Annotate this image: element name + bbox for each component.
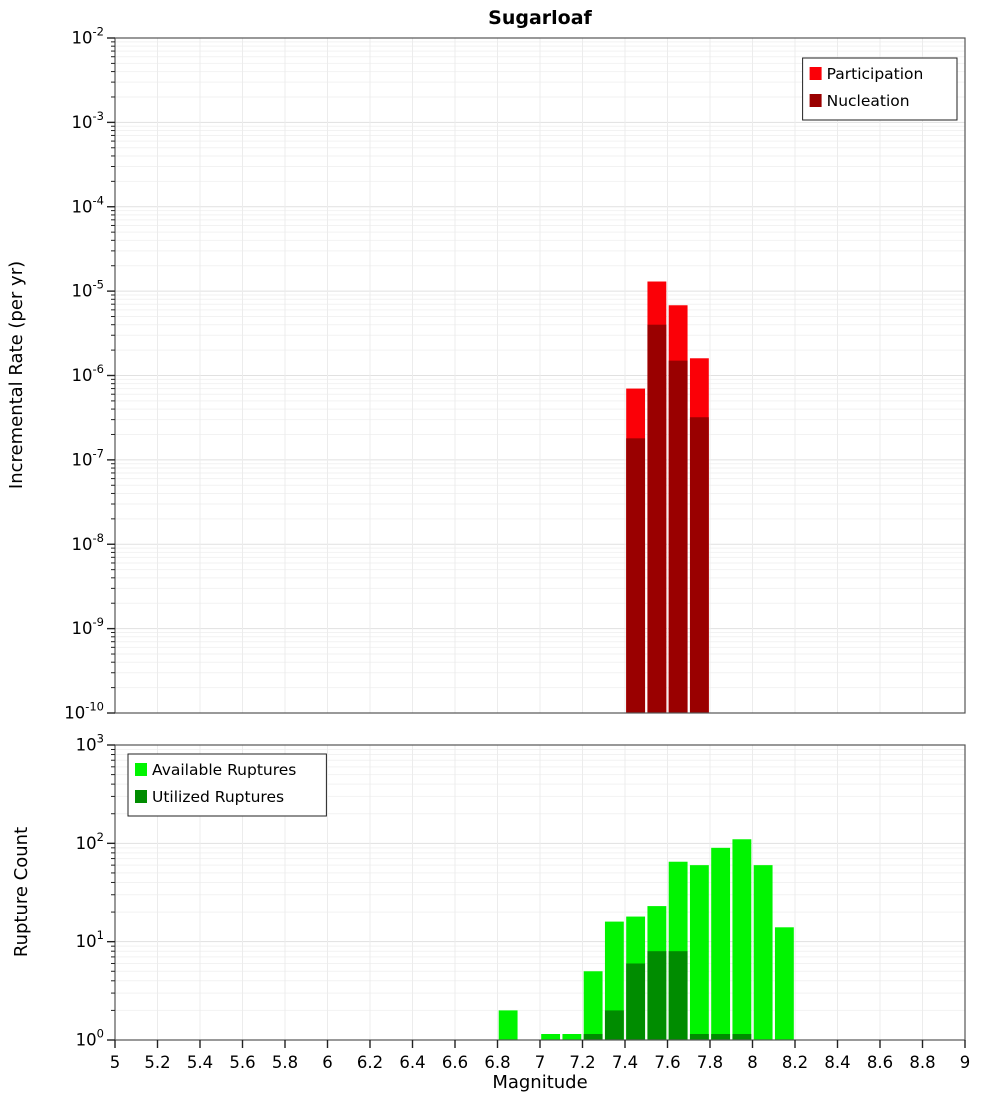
legend-label: Utilized Ruptures xyxy=(152,788,284,806)
x-tick-label: 8 xyxy=(747,1053,758,1072)
x-tick-label: 7.8 xyxy=(697,1053,723,1072)
x-tick-label: 9 xyxy=(960,1053,971,1072)
x-tick-label: 7.4 xyxy=(612,1053,638,1072)
bar-utilized-ruptures xyxy=(626,963,646,1040)
bar-available-ruptures xyxy=(732,839,752,1040)
y-tick-label: 102 xyxy=(76,830,104,853)
bar-utilized-ruptures xyxy=(604,1010,624,1040)
x-tick-label: 8.4 xyxy=(824,1053,850,1072)
bar-available-ruptures xyxy=(541,1034,561,1040)
y-tick-label: 103 xyxy=(76,732,104,755)
legend-label: Participation xyxy=(827,65,924,83)
bar-nucleation xyxy=(689,417,709,713)
legend-box xyxy=(127,753,327,817)
y-tick-label: 10-8 xyxy=(72,531,104,554)
x-tick-label: 6.6 xyxy=(442,1053,468,1072)
x-tick-label: 7.6 xyxy=(654,1053,680,1072)
legend-label: Nucleation xyxy=(827,92,910,110)
x-tick-label: 7.2 xyxy=(569,1053,595,1072)
x-tick-label: 6 xyxy=(322,1053,333,1072)
x-tick-label: 8.8 xyxy=(909,1053,935,1072)
y-tick-label: 10-4 xyxy=(72,193,104,216)
bar-utilized-ruptures xyxy=(689,1034,709,1040)
bar-utilized-ruptures xyxy=(668,951,688,1040)
legend-swatch-utilized-ruptures xyxy=(135,790,147,803)
bar-available-ruptures xyxy=(562,1034,582,1040)
bar-utilized-ruptures xyxy=(647,951,667,1040)
y-tick-label: 10-7 xyxy=(72,446,104,469)
bar-available-ruptures xyxy=(711,847,731,1040)
x-tick-label: 5.6 xyxy=(229,1053,255,1072)
y-tick-label: 101 xyxy=(76,928,104,951)
bar-nucleation xyxy=(647,324,667,713)
legend-box xyxy=(802,57,958,121)
legend-incremental-rate: Participation Nucleation xyxy=(802,57,958,121)
y-tick-label: 10-6 xyxy=(72,362,104,385)
y-tick-label: 10-2 xyxy=(72,25,104,48)
y-tick-label: 10-3 xyxy=(72,109,104,132)
y-axis-label-count: Rupture Count xyxy=(11,827,32,957)
bar-available-ruptures xyxy=(604,921,624,1040)
x-tick-label: 8.6 xyxy=(867,1053,893,1072)
legend-label: Available Ruptures xyxy=(152,761,296,779)
x-tick-label: 5 xyxy=(110,1053,121,1072)
legend-swatch-available-ruptures xyxy=(135,763,147,776)
legend-rupture-count: Available Ruptures Utilized Ruptures xyxy=(127,753,327,817)
y-tick-label: 10-10 xyxy=(64,700,104,723)
legend-swatch-nucleation xyxy=(809,94,822,107)
bar-available-ruptures xyxy=(689,865,709,1040)
plot-rupture-count: 100 101 102 103 5 5.2 5.4 5.6 5.8 6 6.2 6.4 6.6 6.8 7 7… xyxy=(76,732,971,1073)
bar-available-ruptures xyxy=(498,1010,518,1040)
y-tick-label: 100 xyxy=(76,1027,104,1050)
x-tick-label: 7 xyxy=(535,1053,546,1072)
y-axis-label-rate: Incremental Rate (per yr) xyxy=(6,261,27,489)
bar-nucleation xyxy=(668,360,688,713)
bar-utilized-ruptures xyxy=(711,1034,731,1040)
chart-title: Sugarloaf xyxy=(488,7,592,29)
bar-utilized-ruptures xyxy=(732,1034,752,1040)
bar-utilized-ruptures xyxy=(583,1034,603,1040)
bar-available-ruptures xyxy=(774,927,794,1040)
x-tick-label: 5.2 xyxy=(144,1053,170,1072)
plot-incremental-rate: 10-2 10-3 10-4 10-5 10-6 10-7 10-8 10-9 10-10 Par… xyxy=(64,25,966,723)
y-tick-label: 10-9 xyxy=(72,615,104,638)
bar-nucleation xyxy=(626,438,646,713)
x-tick-label: 5.8 xyxy=(272,1053,298,1072)
bar-available-ruptures xyxy=(753,865,773,1040)
x-tick-label: 6.2 xyxy=(357,1053,383,1072)
y-tick-label: 10-5 xyxy=(72,278,104,301)
x-axis-label: Magnitude xyxy=(492,1072,587,1093)
bar-available-ruptures xyxy=(583,971,603,1040)
plots-group: 10-2 10-3 10-4 10-5 10-6 10-7 10-8 10-9 10-10 Par… xyxy=(64,25,970,1073)
x-tick-label: 8.2 xyxy=(782,1053,808,1072)
x-tick-label: 6.4 xyxy=(399,1053,425,1072)
x-tick-label: 6.8 xyxy=(484,1053,510,1072)
legend-swatch-participation xyxy=(809,67,822,80)
x-tick-label: 5.4 xyxy=(187,1053,213,1072)
